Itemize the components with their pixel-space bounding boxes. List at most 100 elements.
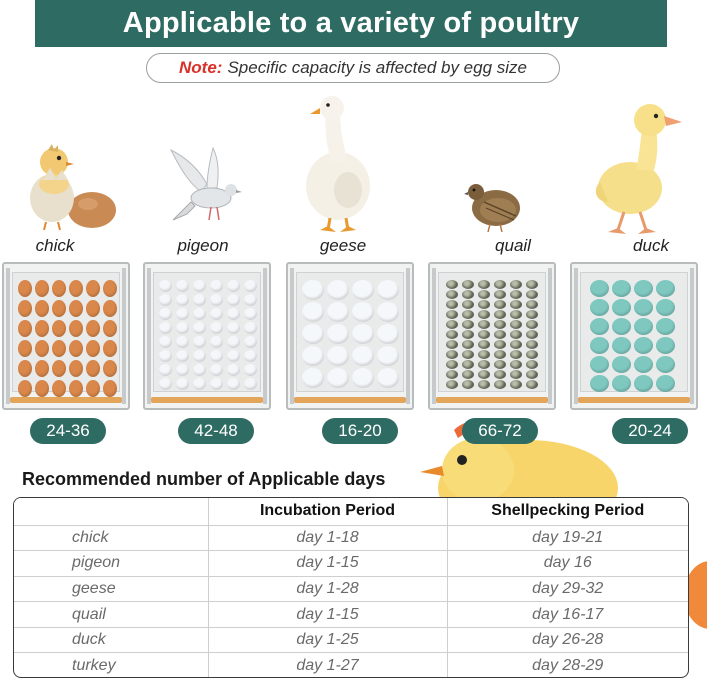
egg xyxy=(526,300,538,309)
egg xyxy=(478,340,490,349)
egg xyxy=(478,280,490,289)
egg xyxy=(478,310,490,319)
egg xyxy=(193,322,206,334)
egg xyxy=(462,310,474,319)
egg xyxy=(377,346,399,366)
animal-label-quail: quail xyxy=(495,236,531,255)
egg xyxy=(612,280,631,297)
egg xyxy=(52,320,66,337)
egg xyxy=(103,340,117,357)
egg-grid-chick xyxy=(18,280,117,397)
animal-label-geese: geese xyxy=(319,236,367,255)
egg xyxy=(193,336,206,348)
egg xyxy=(176,322,189,334)
note-text: Specific capacity is affected by egg siz… xyxy=(227,58,527,77)
table-cell: day 29-32 xyxy=(447,575,688,602)
egg xyxy=(176,336,189,348)
egg xyxy=(86,340,100,357)
egg-grid-pigeon xyxy=(159,280,257,390)
egg xyxy=(526,290,538,299)
egg xyxy=(18,280,32,297)
egg xyxy=(377,324,399,344)
egg xyxy=(176,308,189,320)
goose-icon xyxy=(306,96,370,232)
table-cell: day 1-15 xyxy=(208,601,448,628)
table-cell: day 19-21 xyxy=(447,524,688,551)
egg xyxy=(193,308,206,320)
egg xyxy=(510,330,522,339)
egg xyxy=(478,330,490,339)
egg xyxy=(302,324,324,344)
egg xyxy=(352,368,374,388)
egg xyxy=(227,294,240,306)
egg xyxy=(526,360,538,369)
egg xyxy=(327,346,349,366)
egg-grid-geese xyxy=(302,280,399,388)
egg xyxy=(35,280,49,297)
table-row: geese day 1-28 day 29-32 xyxy=(14,575,688,602)
animal-label-duck: duck xyxy=(633,236,669,255)
egg xyxy=(377,368,399,388)
egg-tray-geese xyxy=(286,262,414,410)
egg xyxy=(302,368,324,388)
egg xyxy=(612,318,631,335)
egg xyxy=(327,302,349,322)
egg xyxy=(526,310,538,319)
egg xyxy=(446,330,458,339)
egg xyxy=(327,368,349,388)
table-cell: pigeon xyxy=(14,550,209,577)
egg xyxy=(462,340,474,349)
egg xyxy=(69,320,83,337)
egg xyxy=(227,280,240,292)
egg xyxy=(210,364,223,376)
egg xyxy=(244,322,257,334)
egg xyxy=(227,378,240,390)
egg xyxy=(103,360,117,377)
egg xyxy=(227,364,240,376)
egg xyxy=(210,308,223,320)
egg xyxy=(494,370,506,379)
egg xyxy=(86,380,100,397)
egg xyxy=(244,378,257,390)
table-cell: turkey xyxy=(14,652,209,677)
table-cell: day 1-15 xyxy=(208,550,448,577)
page-title: Applicable to a variety of poultry xyxy=(122,7,580,39)
table-row: duck day 1-25 day 26-28 xyxy=(14,626,688,653)
egg xyxy=(227,350,240,362)
egg xyxy=(634,337,653,354)
table-cell: day 1-25 xyxy=(208,626,448,653)
table-cell: day 1-27 xyxy=(208,652,448,677)
egg xyxy=(634,318,653,335)
note-box: Note: Specific capacity is affected by e… xyxy=(146,53,560,83)
table-row: chick day 1-18 day 19-21 xyxy=(14,524,688,551)
egg xyxy=(510,280,522,289)
egg xyxy=(462,330,474,339)
egg xyxy=(193,364,206,376)
egg xyxy=(510,350,522,359)
egg xyxy=(510,300,522,309)
egg xyxy=(494,360,506,369)
egg xyxy=(494,320,506,329)
egg xyxy=(446,380,458,389)
capacity-badge-geese: 16-20 xyxy=(322,418,398,444)
egg xyxy=(494,380,506,389)
table-cell: day 16 xyxy=(447,550,688,577)
egg xyxy=(446,320,458,329)
egg xyxy=(462,370,474,379)
egg xyxy=(446,310,458,319)
egg xyxy=(494,330,506,339)
section-title: Recommended number of Applicable days xyxy=(22,469,386,489)
egg xyxy=(590,375,609,392)
egg xyxy=(69,340,83,357)
egg xyxy=(446,290,458,299)
egg xyxy=(86,360,100,377)
egg xyxy=(494,290,506,299)
table-cell: day 26-28 xyxy=(447,626,688,653)
egg xyxy=(52,300,66,317)
egg xyxy=(526,280,538,289)
egg xyxy=(478,290,490,299)
egg xyxy=(478,380,490,389)
egg xyxy=(462,300,474,309)
page-title-banner: Applicable to a variety of poultry xyxy=(35,0,667,47)
egg xyxy=(510,360,522,369)
